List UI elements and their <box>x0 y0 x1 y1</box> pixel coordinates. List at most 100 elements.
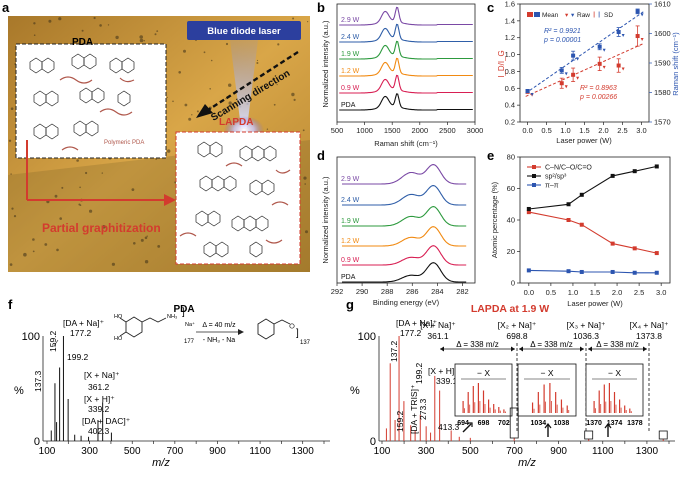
panel-b-trace-labels: 2.9 W 2.4 W 1.9 W 1.2 W 0.9 W PDA <box>341 17 360 109</box>
zoom-box <box>509 407 519 439</box>
atomic-series-point <box>654 270 659 275</box>
speckle <box>56 248 59 252</box>
c-xtick-label: 2.0 <box>598 126 608 135</box>
panel-f-y0: 0 <box>34 436 40 448</box>
panel-d-trace-labels: 2.9 W 2.4 W 1.9 W 1.2 W 0.9 W PDA <box>341 176 360 281</box>
speckle <box>10 173 12 175</box>
c-ytick-label: 1.6 <box>505 0 515 9</box>
speckle <box>225 98 227 100</box>
speckle <box>13 215 17 218</box>
speckle <box>225 42 229 46</box>
delta-arrow-head <box>580 346 584 352</box>
ms-xtick-label: 500 <box>124 446 141 457</box>
c-ytick-right-label: 1570 <box>654 118 671 127</box>
panel-c-yticks: 0.2 0.4 0.6 0.8 1.0 1.2 1.4 1.6 <box>505 0 520 127</box>
e-xtick-label: 1.5 <box>590 288 600 297</box>
speckle <box>11 207 14 210</box>
atomic-series-point <box>526 210 531 215</box>
ms-xtick-label: 100 <box>39 446 56 457</box>
legend-mean-label: Mean <box>542 12 559 19</box>
xps-trace <box>342 206 467 227</box>
panel-g-title: LAPDA at 1.9 W <box>471 303 549 315</box>
oligomer-mz: 1036.3 <box>573 331 599 341</box>
xps-trace-label: 0.9 W <box>341 257 360 264</box>
delta-arrow-head <box>643 346 647 352</box>
speckle <box>44 243 48 246</box>
panel-d-frame <box>336 156 476 284</box>
panel-e-legend: C–N/C–O/C=O sp²/sp³ π–π <box>527 165 592 190</box>
speckle <box>209 88 211 90</box>
speckle <box>127 229 129 231</box>
data-point-raw <box>564 85 568 89</box>
inset-tick-label: 1378 <box>627 420 643 427</box>
delta-arrow-head <box>440 346 444 352</box>
atomic-series-point <box>632 169 637 174</box>
oligomer-label: [X₂ + Na]⁺ <box>498 320 537 330</box>
polymeric-pda-label: Polymeric PDA <box>104 140 144 146</box>
ms-xtick-label: 700 <box>506 446 523 457</box>
speckle <box>33 22 36 25</box>
lapda-molecule-sketch <box>195 141 277 258</box>
delta-label: Δ = 338 m/z <box>456 340 498 349</box>
c-ytick-label: 1.4 <box>505 16 515 25</box>
scheme-loss: - NH₃ - Na <box>203 337 236 344</box>
peak-label: [X + H]⁺ <box>428 366 459 376</box>
speckle <box>291 92 295 97</box>
panel-e-xlabel: Laser power (W) <box>567 299 623 308</box>
speckle <box>78 203 81 206</box>
atomic-series-point <box>579 192 584 197</box>
raman-trace-label: 1.9 W <box>341 51 360 58</box>
panel-e-label: e <box>487 148 494 163</box>
speckle <box>89 209 93 213</box>
speckle <box>154 33 157 36</box>
data-point-raw <box>602 65 606 69</box>
panel-f: f 100 0 % m/z 100 300 500 700 900 1100 1300 [D… <box>8 297 330 469</box>
panel-d-xticks: 292 290 288 286 284 282 <box>331 283 469 296</box>
xps-trace-label: 1.2 W <box>341 238 360 245</box>
speckle <box>23 252 27 257</box>
laser-head <box>187 21 301 40</box>
raman-trace <box>339 40 473 60</box>
legend-mean-swatch-red <box>527 12 533 17</box>
speckle <box>99 24 102 27</box>
e-ytick-label: 60 <box>507 184 515 193</box>
ms-xtick-label: 1300 <box>292 446 315 457</box>
atomic-series-line <box>528 211 657 254</box>
data-point-raw <box>640 38 644 42</box>
scheme-sub137: 137 <box>300 340 311 346</box>
speckle <box>203 51 206 54</box>
panel-d-ylabel: Normalized intensity (a.u.) <box>321 176 330 264</box>
data-point-mean <box>635 34 640 39</box>
panel-g-xlabel: m/z <box>518 457 536 469</box>
xps-trace <box>342 226 467 247</box>
c-ytick-right-label: 1580 <box>654 88 671 97</box>
speckle <box>156 30 159 32</box>
delta-arrow-head <box>519 346 523 352</box>
zoom-box <box>584 430 594 440</box>
raman-xtick-label: 2000 <box>411 126 428 135</box>
speckle <box>266 128 269 130</box>
speckle <box>48 19 52 23</box>
fragment-charge <box>289 323 295 329</box>
raman-trace-label: 0.9 W <box>341 85 360 92</box>
panel-g-y100: 100 <box>358 331 376 343</box>
data-point-raw <box>576 76 580 80</box>
speckle <box>107 24 110 26</box>
p-blue: p = 0.00001 <box>543 37 581 44</box>
dopamine-nh3: NH₃ <box>167 314 177 320</box>
speckle <box>93 16 96 20</box>
e-ytick-label: 0 <box>511 279 515 288</box>
panel-c-xticks: 0.0 0.5 1.0 1.5 2.0 2.5 3.0 <box>522 122 647 135</box>
fit-line <box>525 11 644 94</box>
speckle <box>303 176 307 180</box>
speckle <box>184 103 188 107</box>
atomic-series-point <box>610 241 615 246</box>
r2-red: R² = 0.8963 <box>580 85 617 92</box>
data-point-raw <box>621 67 625 71</box>
peak-mz: 137.3 <box>33 370 43 392</box>
speckle <box>101 172 104 174</box>
dopamine-structure <box>119 316 167 338</box>
xps-trace-label: PDA <box>341 274 356 281</box>
c-ytick-label: 1.0 <box>505 50 515 59</box>
